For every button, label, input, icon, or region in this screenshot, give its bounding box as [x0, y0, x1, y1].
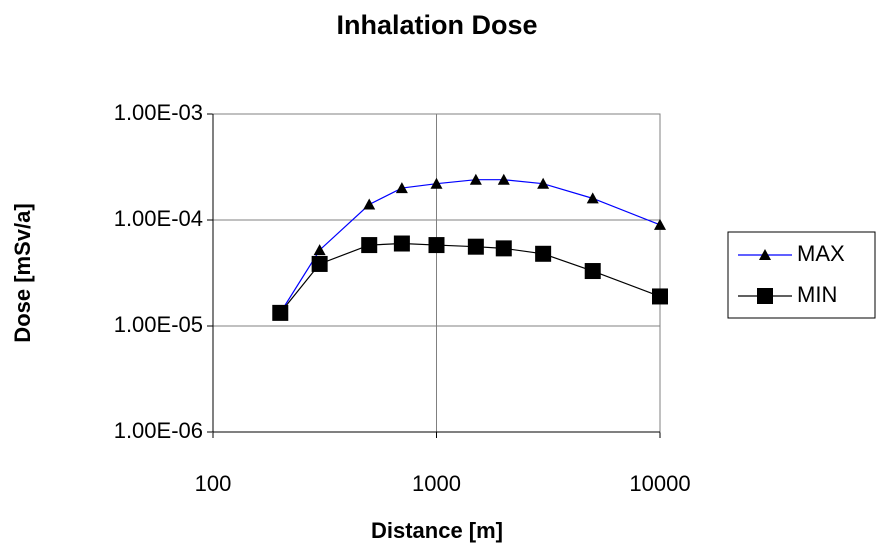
data-point	[430, 177, 443, 189]
x-axis-label: Distance [m]	[371, 518, 503, 543]
data-point	[535, 245, 552, 262]
y-tick-label: 1.00E-04	[114, 206, 203, 231]
legend-label: MIN	[797, 282, 837, 307]
data-point	[469, 173, 482, 185]
data-point	[311, 255, 328, 272]
data-point	[654, 218, 666, 230]
data-point	[586, 192, 599, 204]
data-point	[537, 177, 550, 189]
data-point	[272, 304, 289, 321]
data-point	[361, 237, 378, 254]
data-point	[363, 198, 376, 210]
data-point	[313, 244, 326, 256]
y-axis-label: Dose [mSv/a]	[10, 203, 35, 342]
data-point	[395, 182, 408, 194]
data-point	[652, 288, 668, 305]
data-point	[497, 173, 510, 185]
data-point	[584, 263, 601, 280]
legend-marker	[757, 288, 773, 304]
data-point	[428, 237, 445, 254]
x-tick-label: 10000	[629, 471, 690, 496]
y-tick-label: 1.00E-05	[114, 312, 203, 337]
series-line	[279, 242, 661, 314]
legend-box	[727, 231, 876, 319]
chart-title: Inhalation Dose	[336, 10, 537, 40]
data-point	[393, 235, 410, 252]
legend-label: MAX	[797, 241, 845, 266]
data-point	[467, 238, 484, 255]
x-tick-label: 100	[195, 471, 232, 496]
legend-marker	[759, 249, 771, 260]
y-tick-label: 1.00E-06	[114, 418, 203, 443]
series-line	[279, 179, 661, 314]
y-tick-label: 1.00E-03	[114, 100, 203, 125]
x-tick-label: 1000	[412, 471, 461, 496]
data-point	[495, 240, 512, 257]
